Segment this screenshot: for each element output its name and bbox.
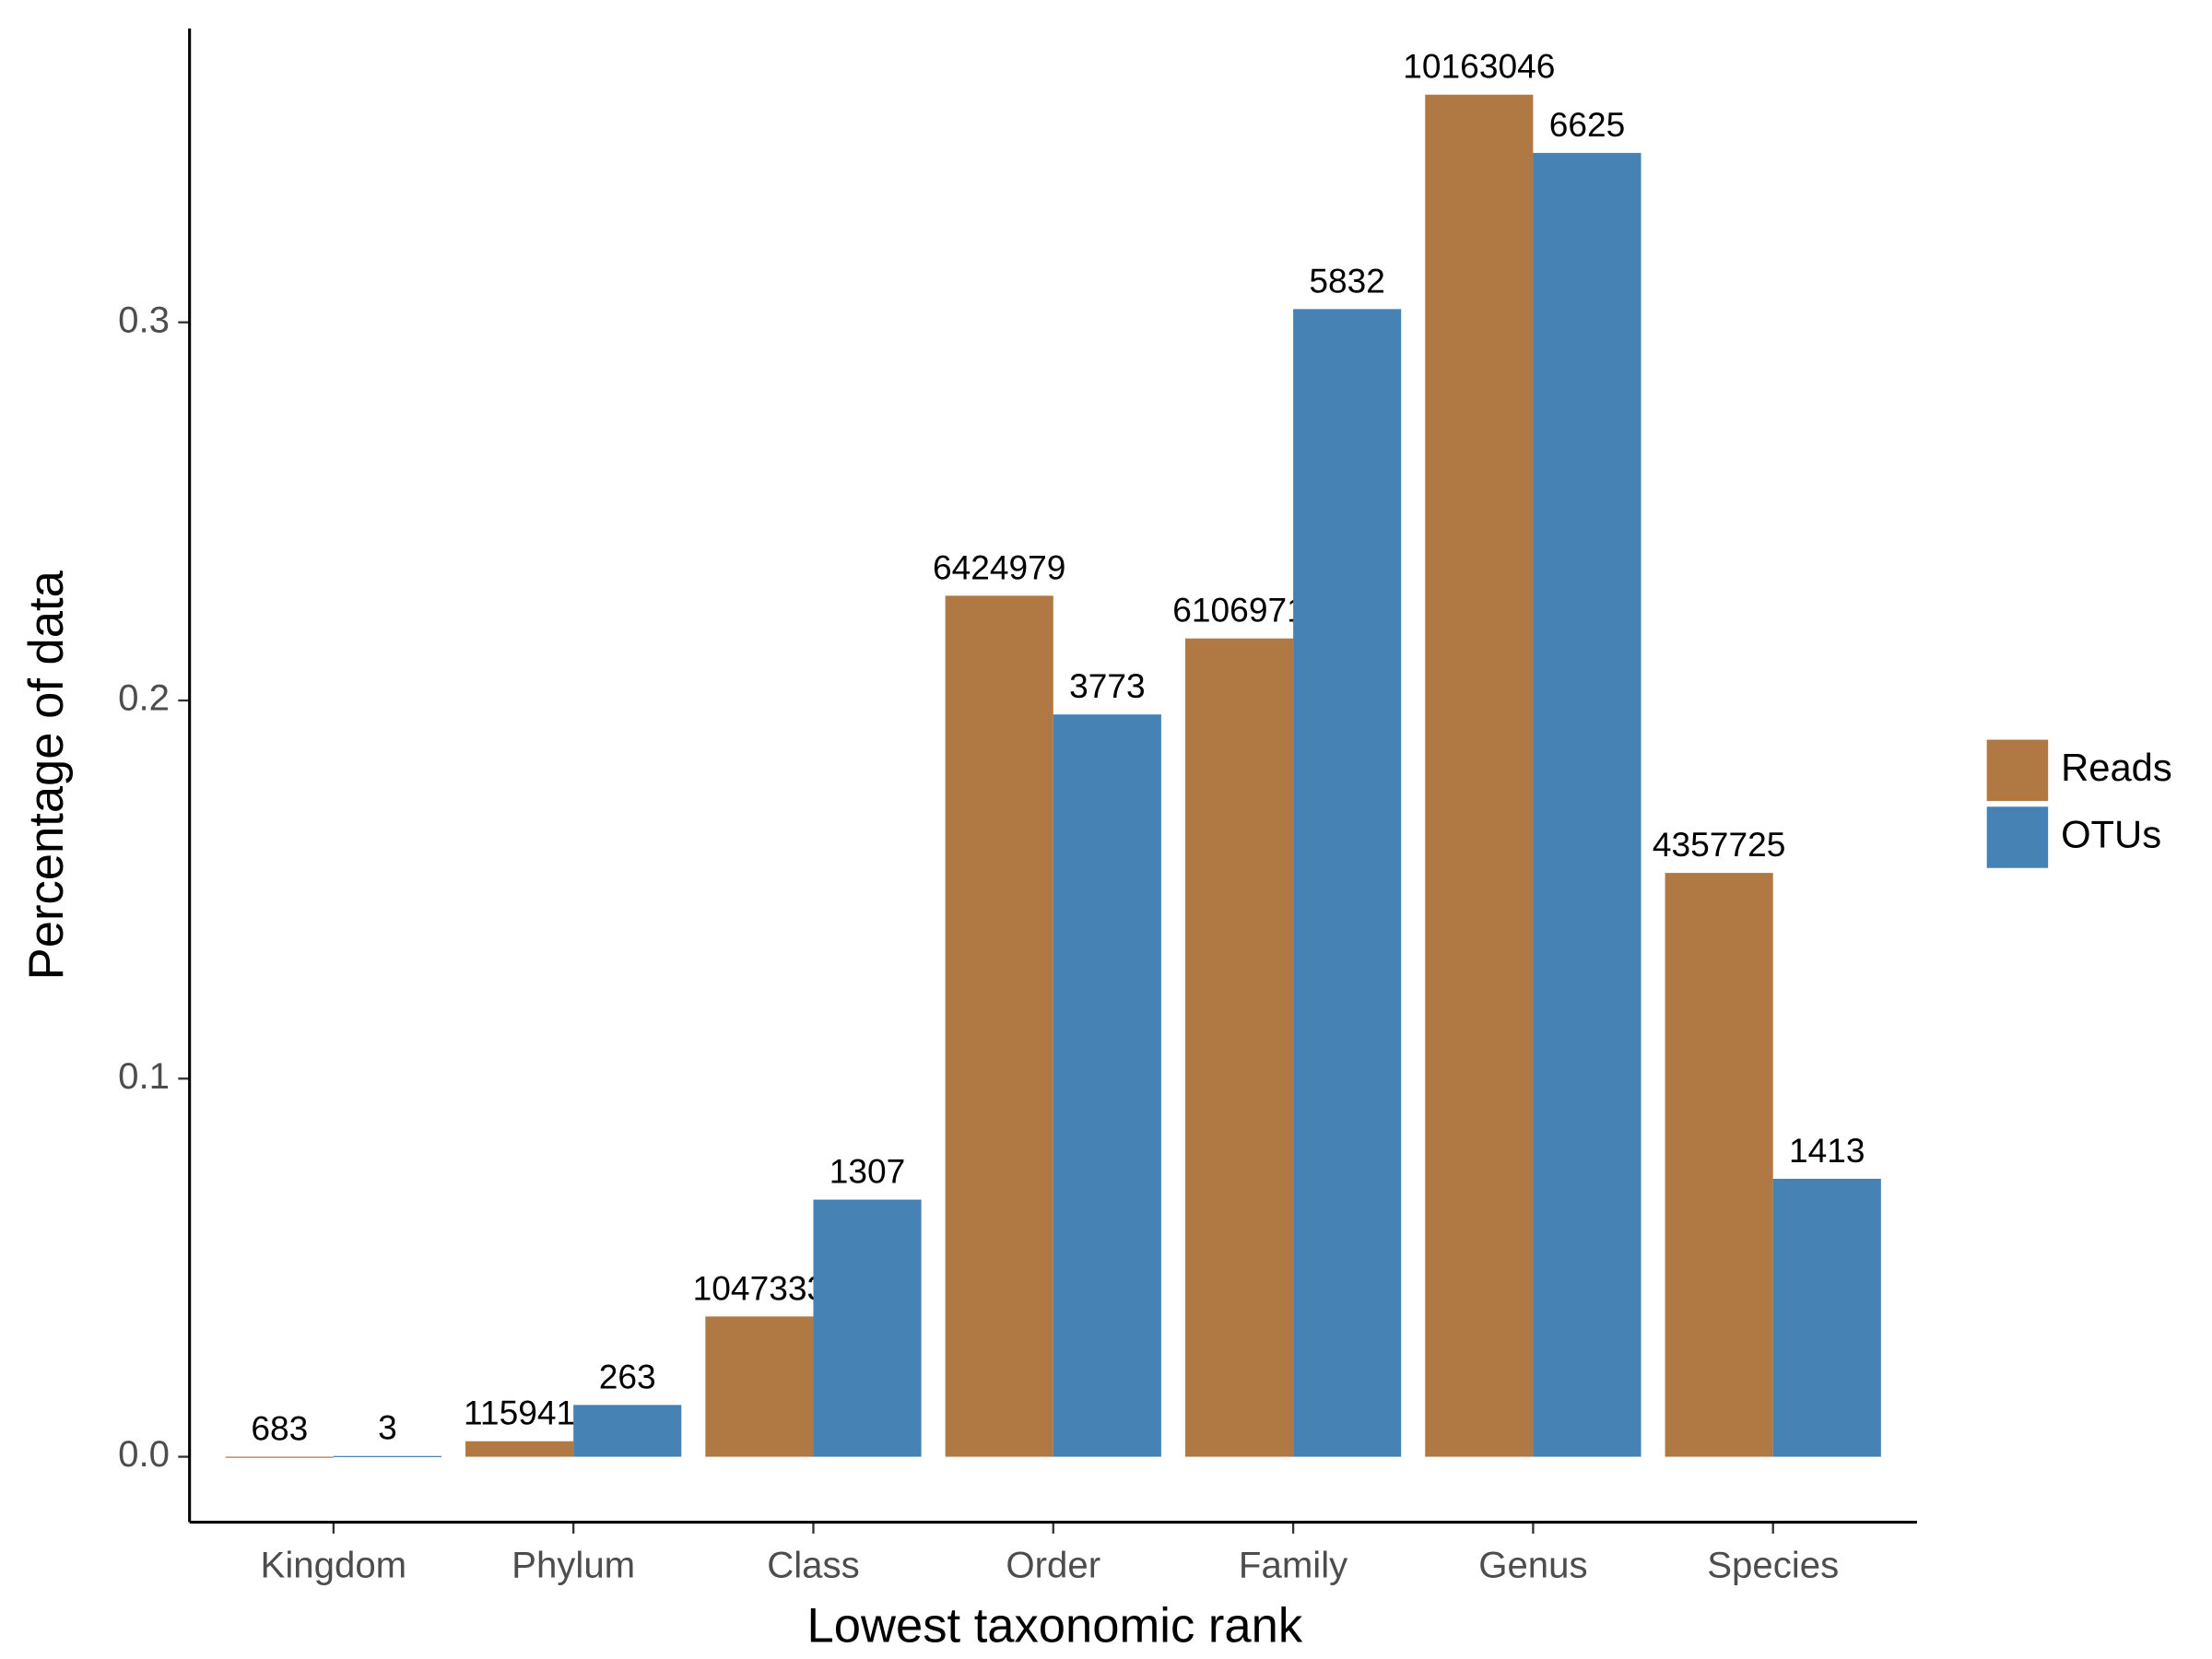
data-label: 115941 bbox=[464, 1394, 575, 1432]
y-tick-label: 0.1 bbox=[118, 1055, 170, 1097]
y-tick-label: 0.2 bbox=[118, 677, 170, 719]
data-label: 4357725 bbox=[1653, 825, 1785, 864]
bar bbox=[1772, 1179, 1881, 1457]
data-label: 1413 bbox=[1789, 1131, 1865, 1170]
data-label: 683 bbox=[251, 1408, 308, 1447]
data-label: 1047333 bbox=[693, 1268, 826, 1307]
bar bbox=[1184, 638, 1294, 1457]
data-label: 6424979 bbox=[933, 547, 1065, 586]
legend-key bbox=[1986, 806, 2049, 868]
y-tick-label: 0.3 bbox=[118, 299, 170, 340]
x-tick-label: Genus bbox=[1478, 1545, 1587, 1586]
bar bbox=[813, 1199, 922, 1457]
x-axis-title: Lowest taxonomic rank bbox=[807, 1598, 1303, 1653]
legend-key bbox=[1986, 739, 2049, 802]
bar bbox=[465, 1441, 574, 1457]
bar bbox=[573, 1405, 682, 1457]
bar bbox=[1053, 714, 1161, 1457]
data-label: 3 bbox=[378, 1408, 397, 1447]
x-tick-label: Kingdom bbox=[261, 1545, 407, 1586]
data-label: 1307 bbox=[830, 1152, 906, 1191]
bar bbox=[1533, 152, 1641, 1457]
data-label: 263 bbox=[599, 1357, 656, 1395]
x-tick-label: Family bbox=[1239, 1545, 1348, 1586]
data-label: 6625 bbox=[1549, 105, 1626, 144]
bar bbox=[705, 1316, 814, 1457]
legend-label: OTUs bbox=[2061, 813, 2161, 856]
bar bbox=[1425, 94, 1534, 1457]
data-label: 6106971 bbox=[1172, 591, 1305, 629]
bar bbox=[225, 1456, 334, 1458]
bar bbox=[945, 595, 1053, 1457]
data-label: 10163046 bbox=[1403, 47, 1555, 86]
x-tick-label: Order bbox=[1006, 1545, 1100, 1586]
data-label: 5832 bbox=[1309, 261, 1385, 300]
bar bbox=[1665, 873, 1773, 1457]
y-tick-label: 0.0 bbox=[118, 1433, 170, 1475]
x-tick-label: Species bbox=[1707, 1545, 1839, 1586]
legend-label: Reads bbox=[2061, 746, 2172, 789]
bar bbox=[333, 1455, 441, 1457]
x-tick-label: Phylum bbox=[512, 1545, 635, 1586]
bar bbox=[1293, 309, 1402, 1457]
x-tick-label: Class bbox=[767, 1545, 860, 1586]
y-axis-title: Percentage of data bbox=[19, 570, 74, 980]
data-label: 3773 bbox=[1069, 666, 1146, 705]
